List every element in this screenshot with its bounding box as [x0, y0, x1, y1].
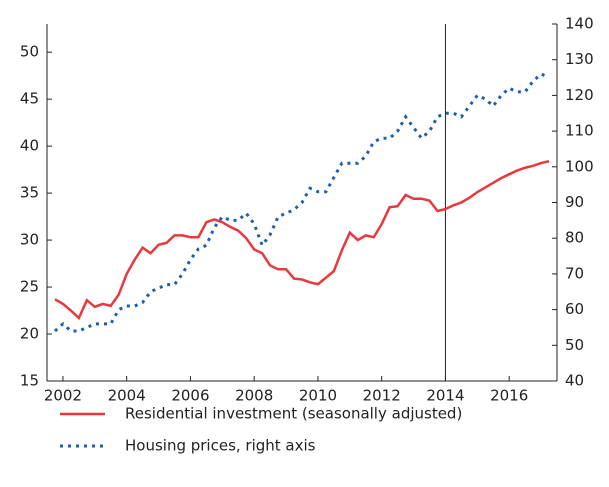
x-tick-label: 2010: [299, 387, 337, 405]
y-tick-label: 15: [20, 372, 39, 390]
series-line: [54, 159, 550, 321]
y2-tick-label: 40: [565, 372, 584, 390]
y2-tick-label: 80: [565, 229, 584, 247]
legend-label: Residential investment (seasonally adjus…: [125, 405, 462, 423]
y2-tick-label: 90: [565, 193, 584, 211]
y-tick-label: 45: [20, 90, 39, 108]
x-tick-label: 2002: [44, 387, 82, 405]
legend-label: Housing prices, right axis: [125, 437, 316, 455]
y-tick-label: 40: [20, 137, 39, 155]
series-line: [53, 72, 550, 333]
y-tick-label: 50: [20, 43, 39, 61]
y2-tick-label: 50: [565, 336, 584, 354]
y-tick-label: 25: [20, 278, 39, 296]
y2-tick-label: 100: [565, 157, 594, 175]
y2-tick-label: 140: [565, 15, 594, 33]
y2-tick-label: 120: [565, 86, 594, 104]
y-tick-label: 20: [20, 325, 39, 343]
y2-tick-label: 110: [565, 122, 594, 140]
y2-tick-label: 130: [565, 50, 594, 68]
x-tick-label: 2014: [426, 387, 464, 405]
x-tick-label: 2016: [490, 387, 528, 405]
x-tick-label: 2006: [171, 387, 209, 405]
y-tick-label: 35: [20, 184, 39, 202]
x-tick-label: 2008: [235, 387, 273, 405]
x-tick-label: 2004: [108, 387, 146, 405]
y2-tick-label: 70: [565, 264, 584, 282]
y2-tick-label: 60: [565, 300, 584, 318]
y-tick-label: 30: [20, 231, 39, 249]
x-tick-label: 2012: [363, 387, 401, 405]
